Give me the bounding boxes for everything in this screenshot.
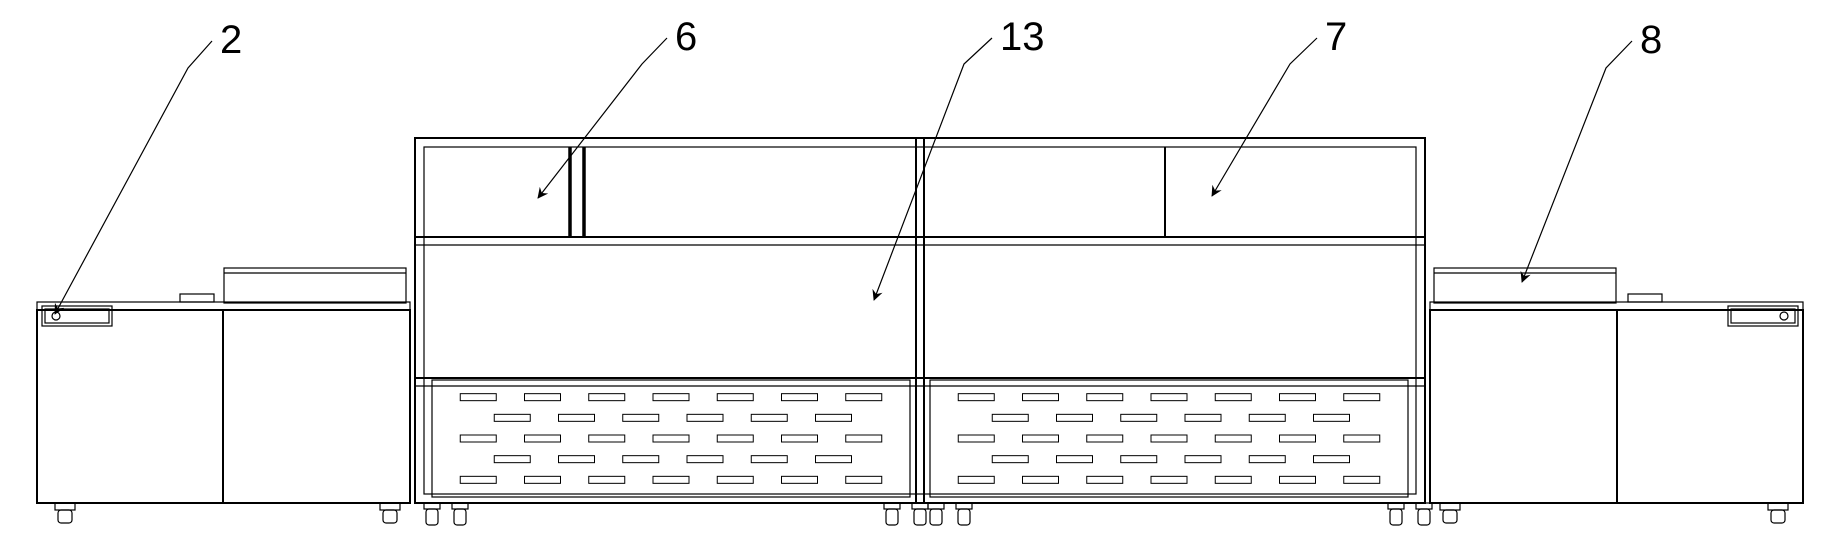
center-cabinet: [415, 138, 1425, 503]
leader-8: [1522, 41, 1632, 282]
leader-2: [55, 41, 212, 314]
callout-label-13: 13: [1000, 15, 1045, 59]
leader-7: [1212, 38, 1317, 196]
callout-label-6: 6: [675, 15, 697, 59]
leader-6: [538, 38, 667, 198]
callout-label-8: 8: [1640, 18, 1662, 62]
callout-label-2: 2: [220, 18, 242, 62]
leader-13: [874, 38, 992, 300]
callout-label-7: 7: [1325, 15, 1347, 59]
